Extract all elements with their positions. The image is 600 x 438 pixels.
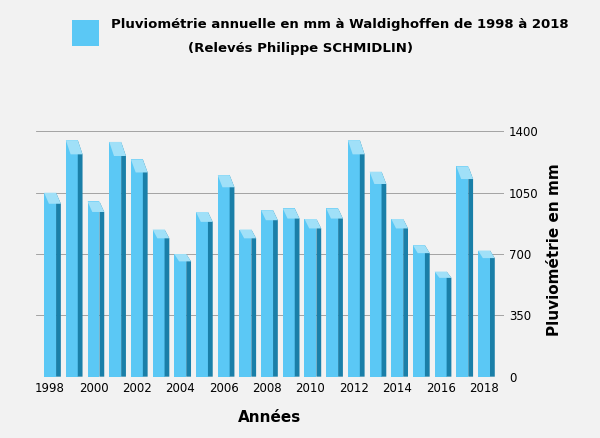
Polygon shape	[403, 219, 408, 377]
Bar	[196, 212, 208, 377]
Text: (Relevés Philippe SCHMIDLIN): (Relevés Philippe SCHMIDLIN)	[187, 42, 413, 55]
Polygon shape	[100, 201, 104, 377]
Polygon shape	[261, 210, 278, 220]
Bar	[283, 208, 295, 377]
Polygon shape	[382, 172, 386, 377]
Polygon shape	[175, 254, 191, 261]
Bar	[88, 201, 100, 377]
Polygon shape	[56, 193, 61, 377]
Polygon shape	[469, 166, 473, 377]
Polygon shape	[273, 210, 278, 377]
Polygon shape	[316, 219, 321, 377]
Polygon shape	[490, 251, 495, 377]
Bar	[434, 272, 446, 377]
Bar	[175, 254, 186, 377]
Polygon shape	[208, 212, 213, 377]
Polygon shape	[446, 272, 451, 377]
Bar	[478, 251, 490, 377]
Bar	[109, 142, 121, 377]
Polygon shape	[109, 142, 126, 156]
Polygon shape	[239, 230, 256, 238]
Polygon shape	[186, 254, 191, 377]
Bar	[261, 210, 273, 377]
Polygon shape	[348, 140, 365, 154]
Bar	[370, 172, 382, 377]
Polygon shape	[370, 172, 386, 184]
Bar	[239, 230, 251, 377]
Polygon shape	[326, 208, 343, 219]
Bar	[304, 219, 316, 377]
Bar	[457, 166, 469, 377]
Polygon shape	[131, 159, 148, 173]
Bar	[44, 193, 56, 377]
Bar	[348, 140, 360, 377]
Polygon shape	[251, 230, 256, 377]
Polygon shape	[338, 208, 343, 377]
Polygon shape	[478, 251, 495, 258]
Polygon shape	[78, 140, 83, 377]
Polygon shape	[196, 212, 213, 222]
Polygon shape	[121, 142, 126, 377]
Polygon shape	[295, 208, 299, 377]
Polygon shape	[44, 193, 61, 204]
Text: Années: Années	[238, 410, 302, 425]
Polygon shape	[88, 201, 104, 212]
Polygon shape	[218, 175, 235, 187]
Polygon shape	[425, 245, 430, 377]
Y-axis label: Pluviométrie en mm: Pluviométrie en mm	[547, 163, 562, 336]
Polygon shape	[413, 245, 430, 253]
Bar	[326, 208, 338, 377]
Bar	[131, 159, 143, 377]
Bar	[66, 140, 78, 377]
Bar	[391, 219, 403, 377]
Polygon shape	[66, 140, 83, 154]
Polygon shape	[283, 208, 299, 219]
Polygon shape	[152, 230, 169, 238]
Polygon shape	[230, 175, 235, 377]
Polygon shape	[457, 166, 473, 179]
Polygon shape	[143, 159, 148, 377]
Polygon shape	[391, 219, 408, 229]
Polygon shape	[434, 272, 451, 278]
Bar	[152, 230, 164, 377]
Text: Pluviométrie annuelle en mm à Waldighoffen de 1998 à 2018: Pluviométrie annuelle en mm à Waldighoff…	[111, 18, 569, 31]
Polygon shape	[164, 230, 169, 377]
Polygon shape	[360, 140, 365, 377]
Bar	[413, 245, 425, 377]
Bar	[218, 175, 230, 377]
Polygon shape	[304, 219, 321, 229]
